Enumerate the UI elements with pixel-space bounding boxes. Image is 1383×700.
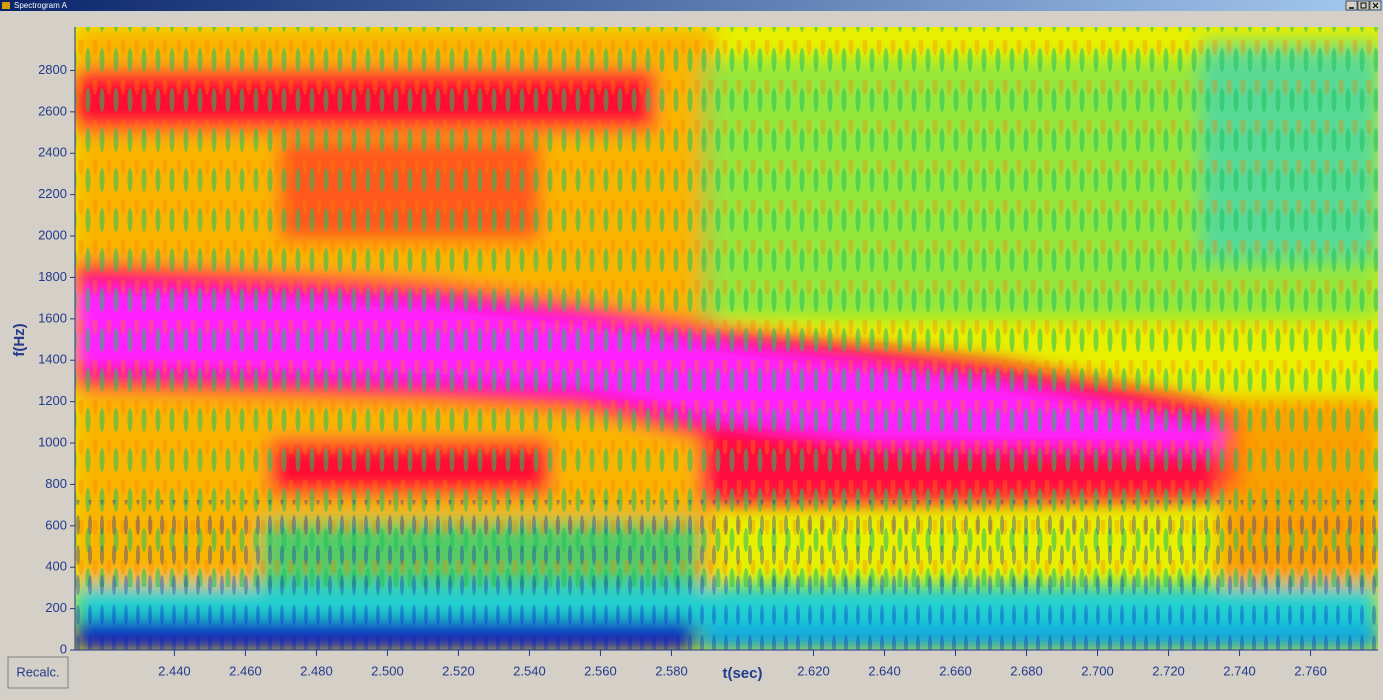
minimize-button[interactable] [1345,0,1358,11]
y-tick-label: 2600 [38,103,67,118]
y-tick-label: 2400 [38,145,67,160]
y-tick-label: 0 [60,641,67,656]
x-tick-label: 2.500 [371,663,404,678]
y-tick-label: 1600 [38,310,67,325]
x-tick-label: 2.520 [442,663,475,678]
recalc-button[interactable]: Recalc. [7,656,69,689]
y-tick-label: 1000 [38,434,67,449]
spectrogram-image [75,27,1378,650]
y-tick-label: 800 [45,476,67,491]
y-tick-label: 400 [45,559,67,574]
y-tick-label: 200 [45,600,67,615]
x-tick-label: 2.480 [300,663,333,678]
y-tick-label: 2800 [38,62,67,77]
y-tick-label: 2000 [38,227,67,242]
y-axis-label: f(Hz) [11,323,28,356]
x-tick-label: 2.700 [1081,663,1114,678]
x-axis-label: t(sec) [722,665,762,682]
x-tick-label: 2.760 [1294,663,1327,678]
button-label[interactable]: Recalc. [16,664,59,679]
x-tick-label: 2.460 [229,663,262,678]
x-tick-label: 2.620 [797,663,830,678]
y-tick-label: 1800 [38,269,67,284]
x-tick-label: 2.720 [1152,663,1185,678]
x-tick-label: 2.680 [1010,663,1043,678]
window-title: Spectrogram A [14,1,68,10]
y-tick-label: 600 [45,517,67,532]
y-tick-label: 2200 [38,186,67,201]
x-tick-label: 2.580 [655,663,688,678]
x-tick-label: 2.540 [513,663,546,678]
button-frame[interactable] [7,656,69,689]
x-tick-label: 2.740 [1223,663,1256,678]
x-tick-label: 2.640 [868,663,901,678]
x-tick-label: 2.440 [158,663,191,678]
window-controls [1345,0,1382,11]
x-tick-label: 2.660 [939,663,972,678]
title-bar [0,0,1383,11]
y-tick-label: 1200 [38,393,67,408]
x-tick-label: 2.560 [584,663,617,678]
app-icon [2,2,10,9]
y-tick-label: 1400 [38,352,67,367]
maximize-button[interactable] [1357,0,1370,11]
